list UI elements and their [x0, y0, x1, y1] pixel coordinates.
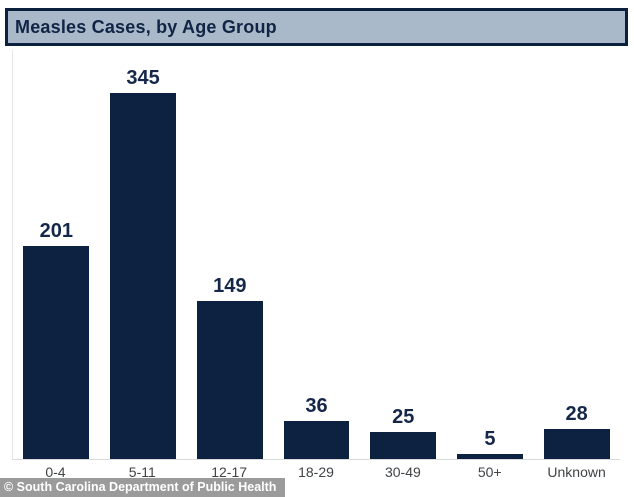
bar-value-label: 25 [392, 406, 415, 428]
x-axis-label: 18-29 [298, 464, 334, 480]
bar-value-label: 36 [305, 395, 328, 417]
chart-title-bar: Measles Cases, by Age Group [5, 8, 628, 46]
x-axis-label: 0-4 [45, 464, 66, 480]
bar-column: 25 [360, 407, 447, 459]
bar-chart: 201 345 149 36 25 5 28 0-4 5-11 12-17 18-29 30-49 5… [12, 50, 620, 480]
bar-0-4 [23, 246, 90, 459]
bar-column: 5 [447, 429, 534, 459]
x-axis-label: 12-17 [211, 464, 248, 480]
bar-value-label: 149 [213, 275, 247, 297]
bar-value-label: 28 [565, 403, 588, 425]
bar-unknown [543, 429, 610, 459]
attribution-label: © South Carolina Department of Public He… [0, 478, 286, 497]
bar-50+ [457, 454, 523, 459]
bar-column: 345 [100, 68, 187, 459]
bar-18-29 [283, 421, 350, 459]
bar-5-11 [110, 93, 177, 459]
chart-title: Measles Cases, by Age Group [15, 16, 277, 37]
bar-value-label: 5 [484, 428, 496, 450]
x-axis-label: 50+ [477, 464, 502, 480]
bar-column: 36 [273, 396, 360, 459]
bar-value-label: 345 [126, 67, 160, 89]
bar-value-label: 201 [39, 220, 74, 242]
bar-30-49 [370, 432, 437, 459]
plot-area: 201 345 149 36 25 5 28 [12, 50, 620, 460]
x-axis-labels: 0-4 5-11 12-17 18-29 30-49 50+ Unknown [12, 464, 620, 480]
x-axis-label: 30-49 [384, 464, 421, 480]
bar-12-17 [196, 301, 263, 459]
x-axis-label: 5-11 [128, 464, 156, 480]
x-axis-label: Unknown [547, 464, 606, 480]
bar-column: 201 [13, 221, 100, 459]
bar-column: 28 [533, 404, 620, 459]
bar-column: 149 [186, 276, 273, 459]
